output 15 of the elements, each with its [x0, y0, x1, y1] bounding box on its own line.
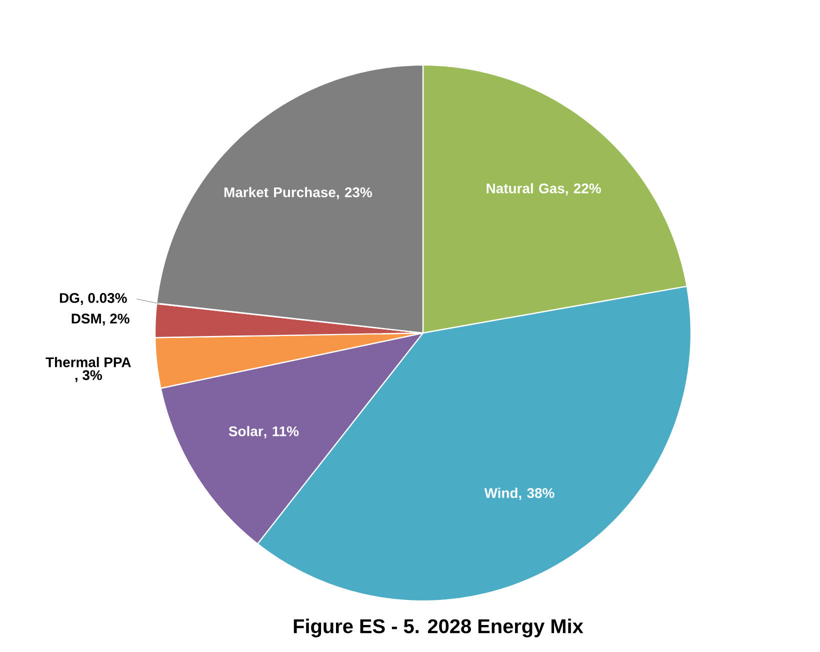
data-label: , 2% — [102, 314, 130, 326]
data-label: , 38% — [519, 488, 554, 500]
slice-label: Natural Gas — [486, 183, 564, 194]
slice-label: Wind — [484, 488, 518, 498]
slice-label: Thermal PPA — [46, 356, 131, 368]
data-label: , 23% — [336, 187, 372, 200]
data-label: , 0.03% — [80, 293, 127, 305]
text: Figure ES - 5. 2028 Energy Mix — [294, 618, 584, 638]
data-label: , 3% — [75, 370, 102, 382]
slice-label: Market Purchase — [224, 187, 336, 198]
slice-label: Solar — [228, 426, 264, 436]
slice-label: DSM — [72, 314, 101, 324]
slice-label: DG — [60, 293, 80, 303]
data-label: , 22% — [566, 183, 601, 196]
data-label: , 11% — [264, 426, 299, 438]
